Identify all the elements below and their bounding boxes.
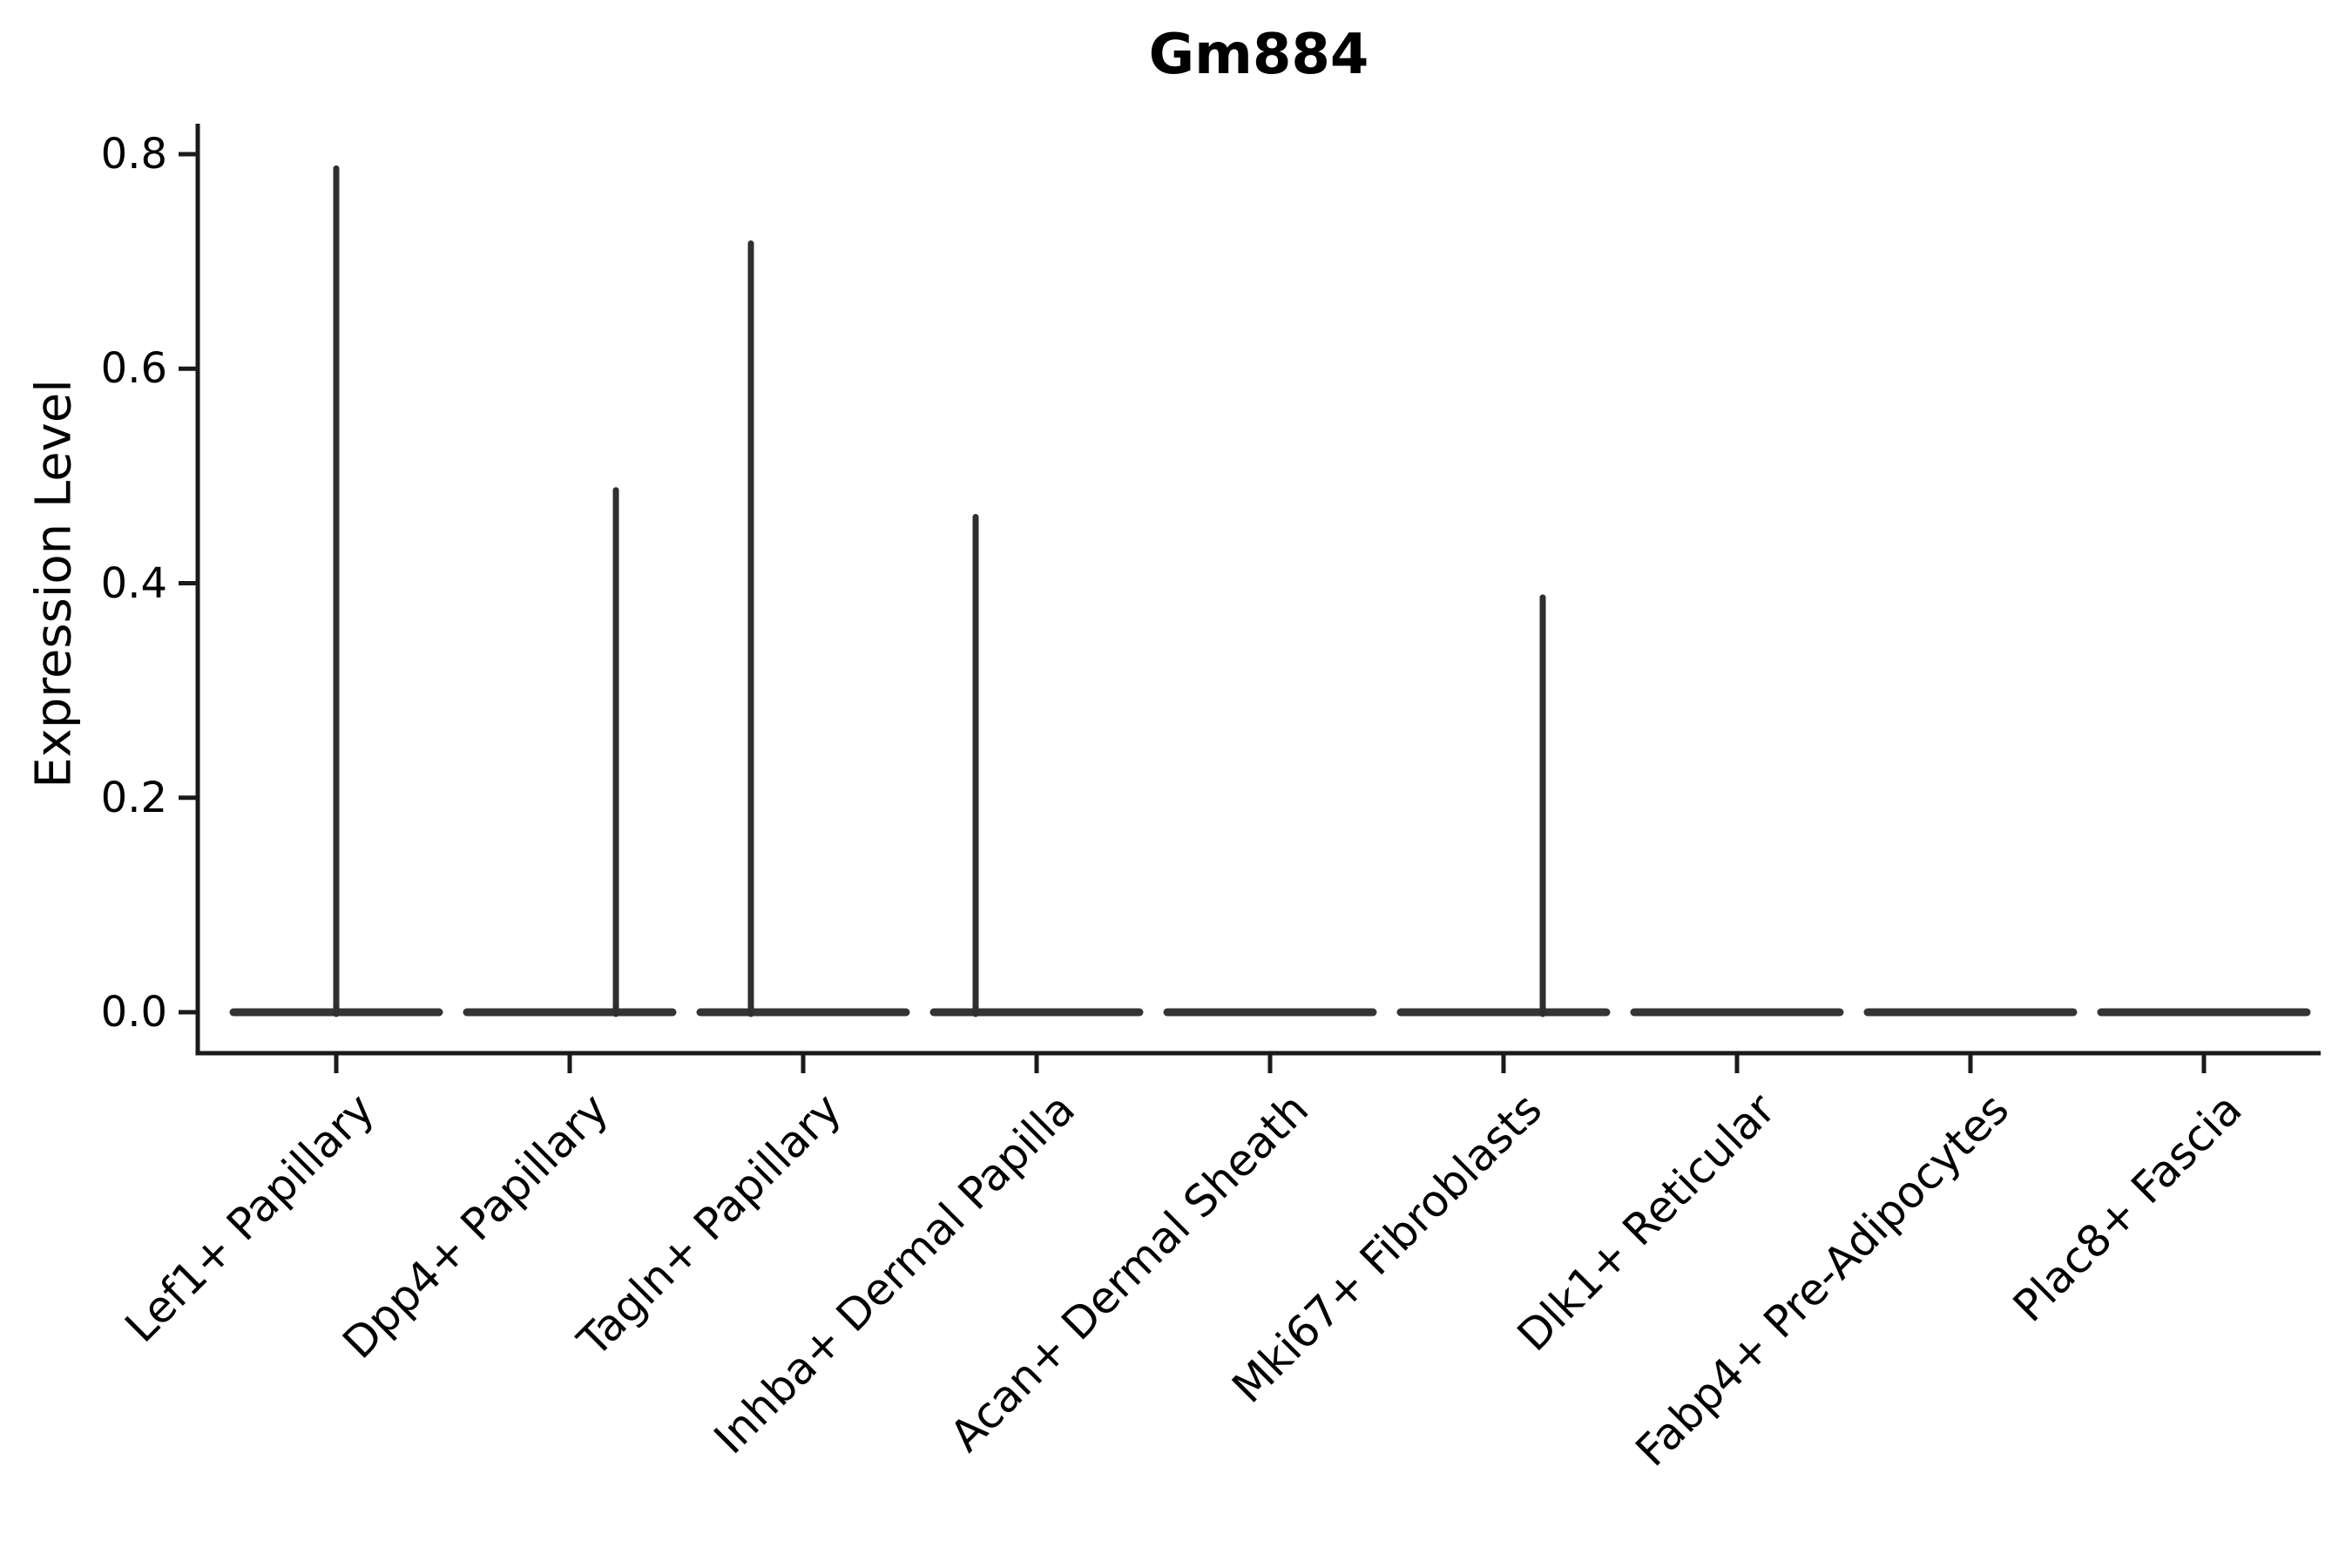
y-tick-label: 0.2 [100,773,167,822]
violin-baseline-disc [696,1008,910,1017]
violin-baseline-disc [2097,1008,2311,1017]
y-tick-label: 0.4 [100,558,167,608]
violin-baseline-disc [1630,1008,1844,1017]
violin-baseline-disc [1863,1008,2078,1017]
y-tick-label: 0.6 [100,344,167,394]
y-tick-label: 0.0 [100,988,167,1037]
violin-baseline-disc [929,1008,1144,1017]
violin-baseline-disc [1163,1008,1377,1017]
y-tick-label: 0.8 [100,130,167,179]
chart-title: Gm884 [1148,23,1369,87]
violin-baseline-disc [1396,1008,1611,1017]
violin-baseline-disc [463,1008,677,1017]
